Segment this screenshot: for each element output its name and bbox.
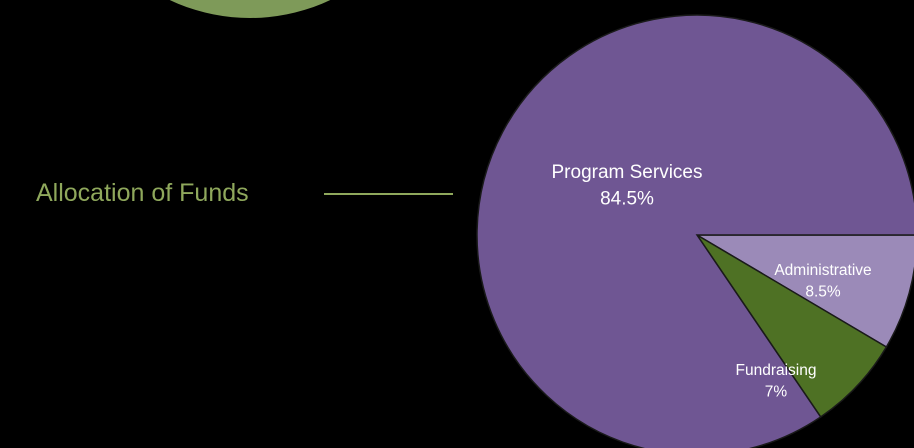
slice-value-program-services: 84.5% xyxy=(600,189,654,210)
pie-slice-program-services xyxy=(476,14,914,448)
decorative-green-circle xyxy=(169,0,331,18)
slice-label-fundraising: Fundraising xyxy=(736,362,817,379)
slice-label-program-services: Program Services xyxy=(552,162,703,183)
pie-slices xyxy=(476,14,914,448)
slice-label-administrative: Administrative xyxy=(774,262,871,279)
pie-slice-administrative xyxy=(694,234,914,349)
chart-caption: Allocation of Funds xyxy=(36,179,249,207)
slice-value-fundraising: 7% xyxy=(765,384,788,401)
caption-connector-line xyxy=(324,193,453,195)
slice-value-administrative: 8.5% xyxy=(805,284,841,301)
pie-labels: Administrative 8.5% Fundraising 7% Program S… xyxy=(552,162,872,401)
